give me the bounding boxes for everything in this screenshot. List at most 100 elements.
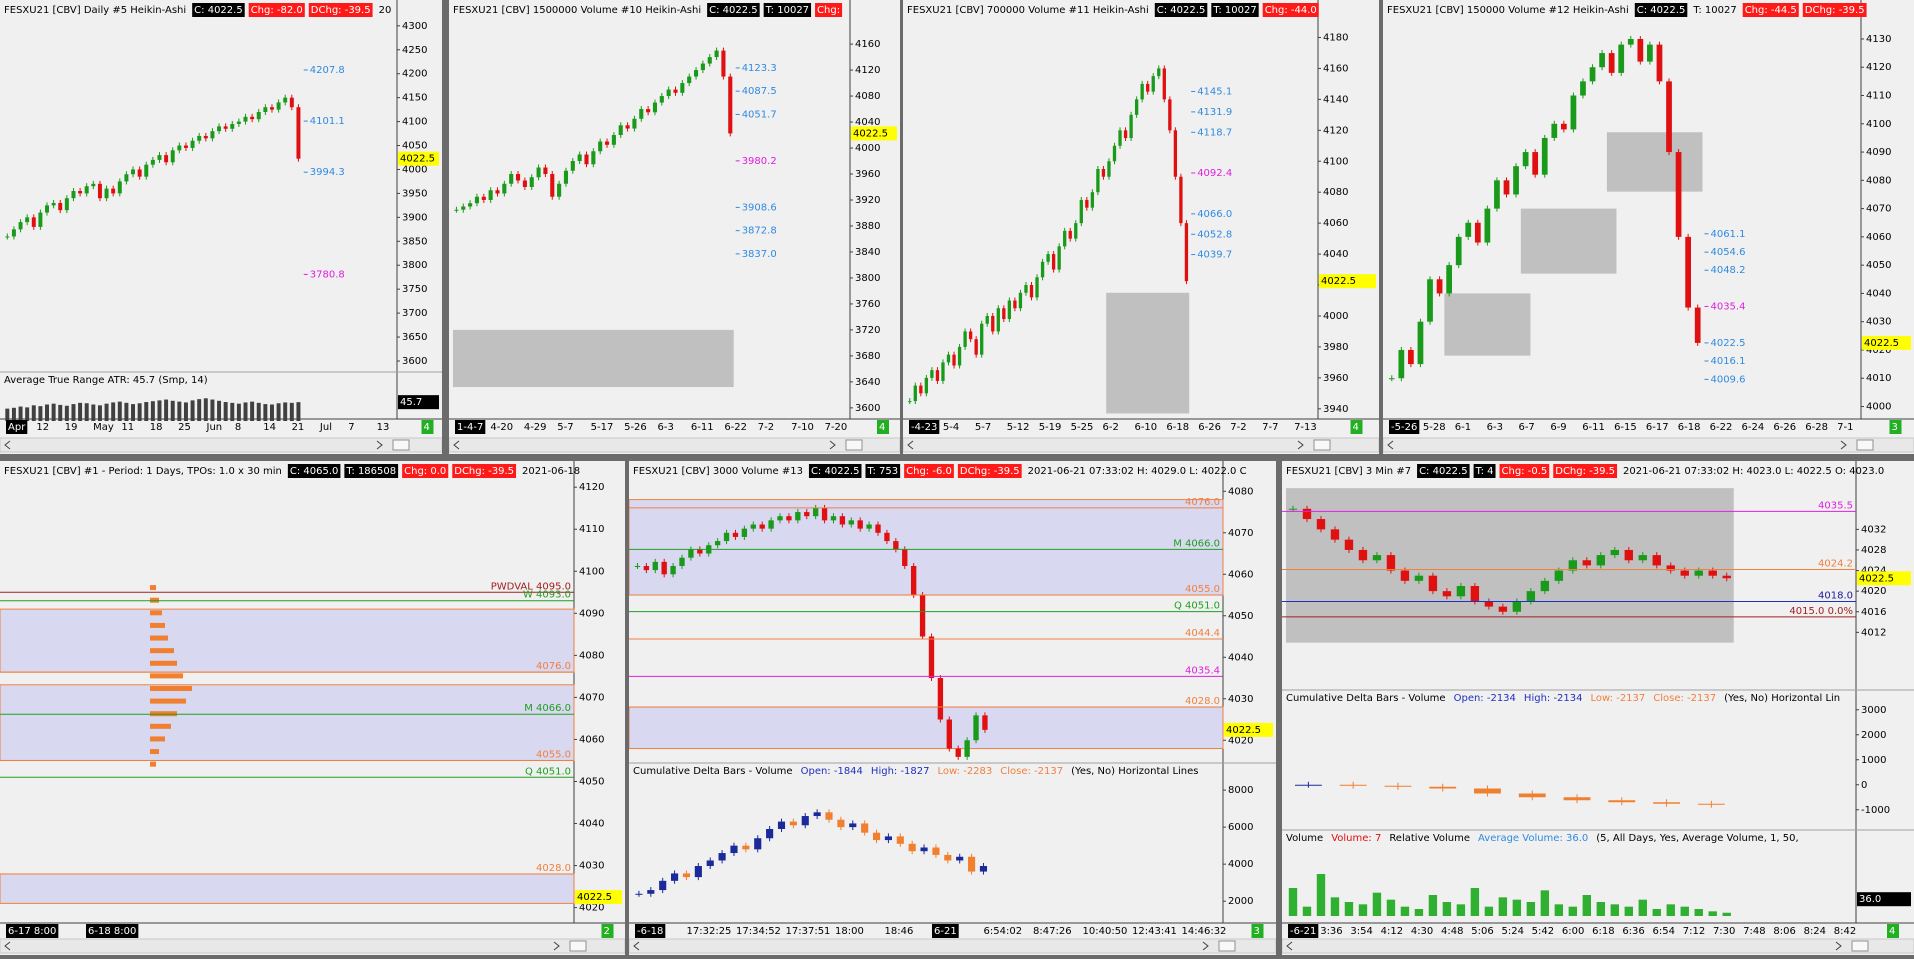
level-label: 4145.1 bbox=[1197, 86, 1232, 97]
candle bbox=[714, 541, 721, 546]
candle bbox=[777, 821, 786, 829]
candle bbox=[723, 532, 730, 542]
sub-bar bbox=[1540, 890, 1550, 916]
x-tick-label: Jul bbox=[319, 422, 332, 433]
sub-bar bbox=[1330, 897, 1340, 916]
sub-bar bbox=[210, 399, 215, 421]
candle bbox=[269, 107, 274, 110]
level-label: 4061.1 bbox=[1710, 229, 1745, 240]
candle bbox=[1168, 99, 1172, 131]
x-tick-label: -5-26 bbox=[1391, 422, 1417, 433]
sub-bar bbox=[1596, 902, 1606, 916]
candle bbox=[598, 141, 603, 152]
x-label-box bbox=[1288, 924, 1319, 938]
candle bbox=[652, 561, 658, 571]
candle bbox=[872, 832, 881, 841]
candle bbox=[849, 823, 857, 828]
candle bbox=[1107, 161, 1111, 177]
header-item: (5, All Days, Yes, Average Volume, 1, 50… bbox=[1596, 833, 1798, 844]
header-chip bbox=[1417, 464, 1470, 478]
y-tick-label: 3600 bbox=[402, 356, 427, 367]
level-label: 4039.7 bbox=[1197, 250, 1232, 261]
tpo-row bbox=[150, 761, 156, 767]
header-chip bbox=[192, 3, 245, 17]
sub-bar bbox=[25, 407, 30, 421]
y-tick-label: 3720 bbox=[855, 325, 880, 336]
candle bbox=[884, 836, 892, 841]
candle bbox=[1522, 152, 1529, 167]
sub-bar bbox=[91, 404, 96, 421]
panel-bg bbox=[0, 0, 442, 454]
level-label: 3837.0 bbox=[742, 249, 777, 260]
header-item: FESXU21 [CBV] Daily #5 Heikin-Ashi bbox=[4, 5, 186, 16]
header-item: 2021-06-21 07:33:02 H: 4023.0 L: 4022.5 … bbox=[1623, 466, 1884, 477]
y-tick-label: 4160 bbox=[1323, 63, 1348, 74]
sub-bar bbox=[170, 400, 175, 421]
candle bbox=[1146, 83, 1150, 92]
sub-bar bbox=[97, 405, 102, 421]
x-tick-label: 14 bbox=[263, 422, 276, 433]
candle bbox=[1157, 68, 1161, 77]
candle bbox=[659, 880, 667, 891]
candle bbox=[728, 76, 733, 134]
level-label: 4101.1 bbox=[310, 116, 345, 127]
candle bbox=[529, 177, 534, 187]
candle bbox=[1541, 137, 1548, 175]
x-tick-label: 5-17 bbox=[591, 422, 614, 433]
scroll-right bbox=[553, 941, 560, 951]
sub-bar bbox=[1442, 902, 1452, 916]
x-tick-label: 4:48 bbox=[1441, 926, 1463, 937]
candle bbox=[661, 561, 667, 575]
candle bbox=[963, 331, 967, 347]
level-label: 4018.0 bbox=[1818, 590, 1853, 601]
y-tick-label: 4030 bbox=[1866, 317, 1891, 328]
candle bbox=[1358, 549, 1368, 561]
y-tick-label: 4030 bbox=[1228, 694, 1253, 705]
candle bbox=[795, 512, 801, 521]
sub-bar bbox=[1526, 902, 1536, 916]
y-tick-label: 4080 bbox=[1323, 187, 1348, 198]
candle bbox=[1288, 508, 1298, 510]
x-tick-label: 5:06 bbox=[1471, 926, 1493, 937]
x-tick-label: 6-26 bbox=[1198, 422, 1221, 433]
sub-bar bbox=[276, 403, 281, 421]
candle bbox=[1666, 565, 1675, 571]
y-tick-label: 4070 bbox=[1866, 204, 1891, 215]
candle bbox=[509, 174, 514, 184]
candle bbox=[164, 155, 169, 163]
tpo-row bbox=[150, 648, 174, 654]
candle bbox=[932, 847, 940, 855]
corner-box bbox=[877, 420, 889, 434]
x-tick-label: Jun bbox=[206, 422, 223, 433]
candle bbox=[104, 188, 109, 199]
price-zone bbox=[0, 684, 575, 761]
y-tick-label: 3900 bbox=[402, 212, 427, 223]
candle bbox=[714, 50, 719, 58]
candle bbox=[230, 123, 235, 129]
header-item: Volume bbox=[1286, 833, 1323, 844]
candle bbox=[58, 202, 63, 211]
y-tick-label: 4028 bbox=[1861, 545, 1886, 556]
candle bbox=[1446, 265, 1453, 294]
scrollbar bbox=[0, 437, 442, 453]
level-label: 4076.0 bbox=[1185, 497, 1220, 508]
candle bbox=[1455, 236, 1462, 266]
header-item: Average Volume: 36.0 bbox=[1478, 833, 1588, 844]
header-item: Chg: -44.5 bbox=[1745, 5, 1797, 16]
sub-bar bbox=[1568, 906, 1578, 916]
x-tick-label: 13 bbox=[377, 422, 390, 433]
header-item: Average True Range ATR: 45.7 (Smp, 14) bbox=[4, 375, 208, 386]
sub-bar bbox=[203, 398, 208, 421]
candle bbox=[1029, 285, 1034, 298]
candle bbox=[857, 520, 863, 529]
current-price: 4022.5 bbox=[577, 892, 612, 903]
sub-bar bbox=[78, 402, 83, 421]
candle bbox=[839, 516, 846, 525]
header-chip bbox=[1802, 3, 1867, 17]
candle bbox=[296, 107, 301, 159]
candle bbox=[570, 161, 575, 171]
current-value-box bbox=[398, 395, 439, 410]
y-tick-label: 4040 bbox=[1323, 249, 1348, 260]
candle bbox=[1339, 784, 1367, 786]
candle bbox=[1512, 601, 1522, 612]
